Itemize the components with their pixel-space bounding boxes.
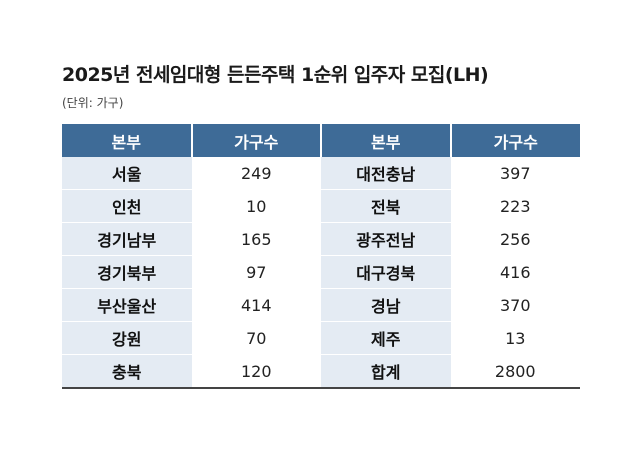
table-row: 경기남부 165 광주전남 256 [62, 222, 580, 256]
household-count-cell: 97 [191, 255, 321, 289]
unit-note: (단위: 가구) [62, 96, 124, 110]
total-label-cell: 합계 [321, 354, 451, 389]
region-cell: 전북 [321, 189, 451, 223]
region-cell: 경남 [321, 288, 451, 322]
total-count-cell: 2800 [450, 354, 580, 389]
recruitment-table: 본부 가구수 본부 가구수 서울 249 대전충남 397 인천 10 전북 2… [62, 124, 580, 389]
table-row: 인천 10 전북 223 [62, 189, 580, 223]
household-count-cell: 249 [191, 157, 321, 190]
page-title: 2025년 전세임대형 든든주택 1순위 입주자 모집(LH) [62, 64, 489, 86]
table-row: 강원 70 제주 13 [62, 321, 580, 355]
column-header-households: 가구수 [191, 124, 322, 157]
household-count-cell: 414 [191, 288, 321, 322]
region-cell: 대구경북 [321, 255, 451, 289]
region-cell: 부산울산 [62, 288, 192, 322]
column-header-region: 본부 [62, 124, 193, 157]
household-count-cell: 370 [450, 288, 580, 322]
table-row: 부산울산 414 경남 370 [62, 288, 580, 322]
household-count-cell: 70 [191, 321, 321, 355]
region-cell: 경기북부 [62, 255, 192, 289]
household-count-cell: 416 [450, 255, 580, 289]
region-cell: 제주 [321, 321, 451, 355]
region-cell: 인천 [62, 189, 192, 223]
region-cell: 대전충남 [321, 157, 451, 190]
table-row: 서울 249 대전충남 397 [62, 157, 580, 190]
table-row: 경기북부 97 대구경북 416 [62, 255, 580, 289]
region-cell: 강원 [62, 321, 192, 355]
column-header-households: 가구수 [450, 124, 580, 157]
household-count-cell: 397 [450, 157, 580, 190]
household-count-cell: 256 [450, 222, 580, 256]
table-row: 충북 120 합계 2800 [62, 354, 580, 389]
column-header-region: 본부 [321, 124, 452, 157]
household-count-cell: 120 [191, 354, 321, 389]
region-cell: 광주전남 [321, 222, 451, 256]
region-cell: 경기남부 [62, 222, 192, 256]
household-count-cell: 165 [191, 222, 321, 256]
household-count-cell: 223 [450, 189, 580, 223]
household-count-cell: 10 [191, 189, 321, 223]
table-header-row: 본부 가구수 본부 가구수 [62, 124, 580, 157]
region-cell: 충북 [62, 354, 192, 389]
region-cell: 서울 [62, 157, 192, 190]
household-count-cell: 13 [450, 321, 580, 355]
